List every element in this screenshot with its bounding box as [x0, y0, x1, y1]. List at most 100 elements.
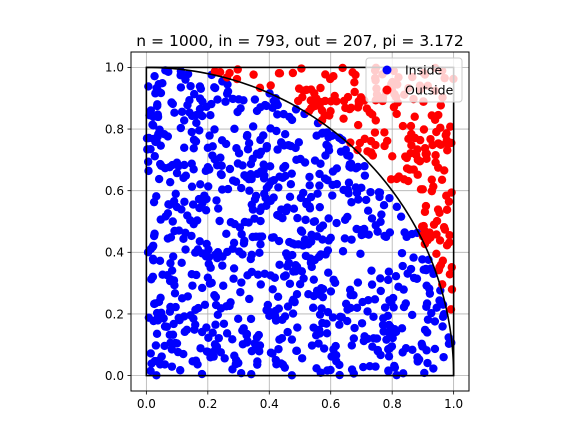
inside-point: [390, 361, 399, 371]
inside-point: [148, 254, 158, 263]
inside-point: [180, 327, 189, 337]
inside-point: [152, 83, 161, 93]
inside-point: [273, 292, 283, 301]
inside-point: [208, 142, 217, 151]
inside-point: [243, 337, 252, 346]
inside-point: [177, 258, 186, 268]
inside-point: [288, 309, 298, 318]
inside-point: [328, 313, 338, 322]
inside-point: [319, 344, 329, 353]
inside-point: [211, 292, 221, 302]
inside-point: [266, 271, 275, 280]
outside-point: [371, 140, 380, 150]
inside-point: [360, 171, 370, 180]
inside-point: [255, 206, 265, 216]
inside-point: [274, 344, 283, 354]
inside-point: [323, 307, 333, 317]
inside-point: [318, 128, 328, 137]
inside-point: [222, 229, 231, 239]
inside-point: [358, 297, 367, 307]
inside-point: [183, 292, 193, 301]
inside-point: [179, 173, 188, 183]
inside-point: [189, 219, 198, 229]
inside-point: [169, 319, 178, 329]
inside-point: [366, 187, 375, 197]
outside-point: [380, 128, 389, 137]
inside-point: [187, 231, 196, 241]
inside-point: [267, 233, 277, 242]
inside-point: [384, 275, 393, 285]
outside-point: [210, 67, 220, 76]
inside-point: [387, 342, 397, 351]
inside-point: [438, 312, 448, 321]
inside-point: [343, 185, 353, 195]
inside-point: [186, 311, 195, 320]
inside-point: [166, 302, 175, 312]
inside-point: [296, 154, 305, 164]
inside-point: [187, 270, 196, 279]
inside-point: [185, 108, 194, 117]
inside-point: [283, 327, 292, 337]
inside-point: [193, 360, 202, 369]
inside-point: [283, 302, 293, 311]
inside-point: [144, 82, 153, 91]
inside-point: [167, 98, 176, 107]
inside-point: [279, 163, 288, 173]
inside-point: [309, 217, 318, 226]
inside-point: [226, 218, 236, 227]
outside-point: [274, 69, 284, 78]
outside-point: [398, 121, 408, 131]
inside-point: [376, 274, 385, 283]
inside-point: [272, 360, 281, 369]
inside-point: [372, 334, 382, 343]
inside-point: [176, 66, 186, 76]
inside-point: [181, 245, 190, 254]
inside-point: [318, 318, 327, 328]
inside-point: [216, 169, 226, 179]
inside-point: [145, 110, 154, 120]
inside-point: [219, 319, 229, 328]
inside-point: [180, 197, 189, 206]
inside-point: [408, 345, 417, 354]
inside-point: [314, 339, 323, 348]
inside-point: [188, 281, 197, 290]
inside-point: [152, 308, 162, 318]
x-tick-label: 1.0: [444, 397, 463, 411]
inside-point: [213, 310, 223, 319]
inside-point: [176, 123, 186, 133]
inside-point: [280, 130, 290, 139]
outside-point: [434, 110, 443, 120]
inside-point: [332, 179, 342, 189]
inside-point: [259, 160, 268, 169]
inside-point: [341, 299, 351, 309]
inside-point: [363, 206, 373, 215]
inside-point: [299, 274, 308, 283]
inside-point: [170, 108, 179, 117]
inside-point: [223, 80, 232, 89]
inside-point: [373, 346, 382, 356]
inside-point: [322, 329, 332, 338]
outside-point: [288, 68, 298, 78]
outside-point: [442, 205, 452, 214]
inside-point: [213, 161, 222, 170]
inside-point: [196, 180, 205, 189]
inside-point: [246, 314, 256, 324]
inside-point: [160, 322, 170, 331]
inside-point: [285, 279, 295, 288]
outside-point: [436, 140, 445, 149]
inside-point: [371, 221, 380, 230]
inside-point: [192, 118, 201, 128]
inside-point: [315, 169, 324, 179]
inside-point: [150, 71, 159, 81]
outside-point: [402, 153, 411, 163]
inside-point: [332, 357, 341, 366]
inside-point: [324, 236, 333, 245]
inside-point: [271, 93, 280, 103]
outside-point: [447, 188, 456, 197]
inside-point: [152, 101, 162, 111]
inside-point: [274, 183, 283, 192]
inside-point: [422, 281, 431, 290]
inside-point: [293, 213, 302, 223]
inside-point: [293, 323, 302, 332]
inside-point: [297, 354, 307, 363]
